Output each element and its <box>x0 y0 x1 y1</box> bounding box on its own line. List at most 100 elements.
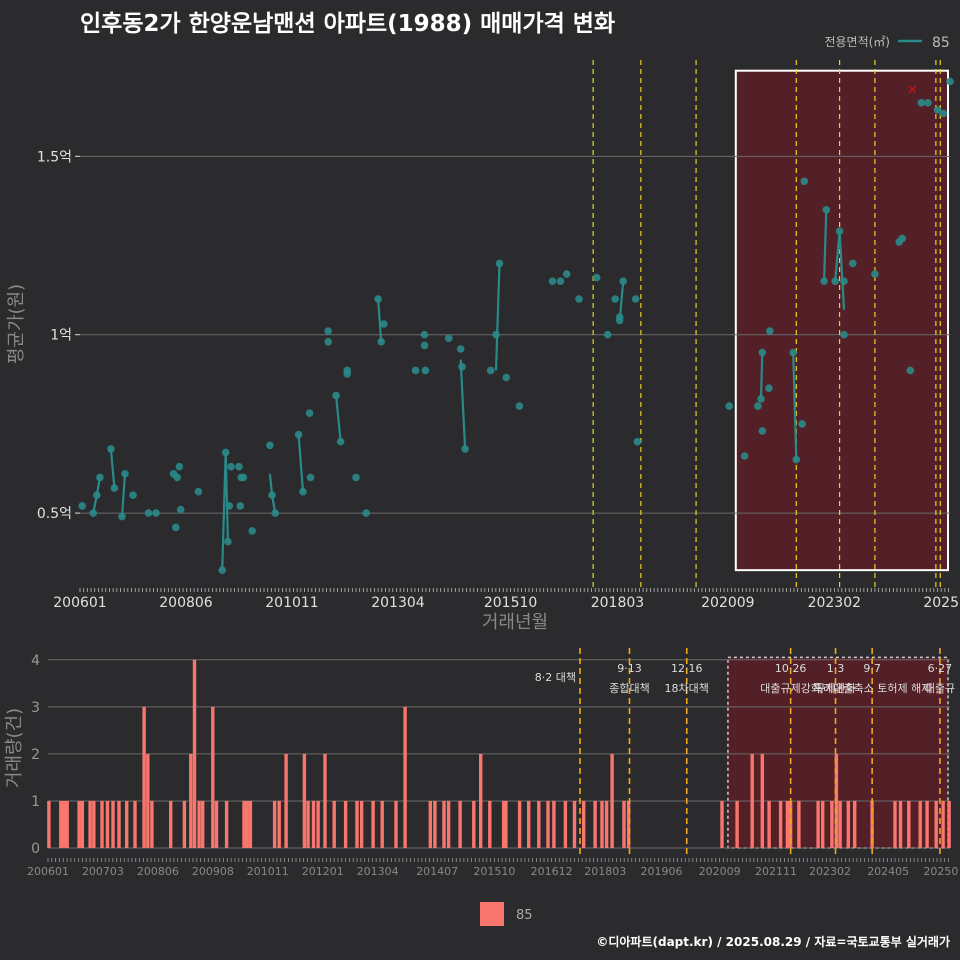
event-label: 8·2 대책 <box>535 671 576 684</box>
volume-bar <box>552 800 556 848</box>
x-axis-title: 거래년월 <box>482 612 548 633</box>
x-tick-label: 200703 <box>82 865 124 878</box>
volume-bar <box>65 800 69 848</box>
price-point <box>603 330 612 339</box>
price-point <box>227 462 235 471</box>
volume-bar <box>211 706 215 848</box>
price-point <box>917 99 926 107</box>
y-tick-label: 1억 <box>50 328 72 344</box>
price-point <box>562 270 571 278</box>
volume-bar <box>838 800 842 848</box>
volume-bar <box>284 753 288 848</box>
volume-bar <box>343 800 348 848</box>
price-point <box>461 445 469 453</box>
price-point <box>946 77 954 86</box>
price-point <box>849 259 857 268</box>
volume-bar <box>446 800 451 848</box>
price-point <box>121 470 129 478</box>
volume-bar <box>62 800 66 848</box>
x-tick-label: 2025 <box>923 595 959 611</box>
volume-bar <box>527 800 531 848</box>
volume-bar <box>626 800 631 848</box>
x-tick-label: 200806 <box>159 595 213 611</box>
volume-bar <box>582 800 586 848</box>
volume-bar <box>778 800 783 848</box>
price-point <box>411 366 420 375</box>
price-point <box>172 523 180 532</box>
volume-bar <box>501 800 506 848</box>
event-date: 6·27 <box>928 662 953 675</box>
price-point <box>592 273 601 282</box>
volume-bar <box>750 753 754 848</box>
price-point <box>835 227 844 235</box>
x-tick-label: 202405 <box>867 865 909 878</box>
price-point <box>822 206 831 214</box>
x-tick-label: 201011 <box>247 865 289 878</box>
volume-bar <box>472 800 476 848</box>
volume-bar <box>572 800 577 848</box>
volume-bar <box>918 800 922 848</box>
volume-bar <box>735 800 739 848</box>
volume-bar <box>100 800 104 848</box>
price-point <box>377 338 386 346</box>
price-segment <box>335 395 342 442</box>
volume-bar <box>355 800 359 848</box>
volume-bar <box>197 800 201 848</box>
event-date: 10·26 <box>775 662 807 675</box>
price-point <box>299 487 307 496</box>
price-point <box>456 345 465 353</box>
price-point <box>175 462 184 471</box>
volume-bar <box>150 800 154 848</box>
event-name: 종합대책 <box>609 682 649 695</box>
x-tick-label: 202111 <box>755 865 797 878</box>
price-point <box>766 327 774 335</box>
volume-bar <box>133 800 137 848</box>
event-name: 18차대책 <box>665 682 709 695</box>
volume-bar <box>306 800 310 848</box>
legend-title: 전용면적(㎡) <box>824 35 890 49</box>
price-segment <box>792 352 798 460</box>
price-point <box>924 99 932 107</box>
volume-bar <box>47 800 51 848</box>
x-tick-label: 202009 <box>701 595 754 611</box>
volume-bar <box>537 800 541 848</box>
volume-bar <box>479 753 483 848</box>
price-point <box>294 430 303 439</box>
price-point <box>820 277 828 286</box>
volume-bar <box>92 800 96 848</box>
x-tick-label: 200601 <box>27 865 69 878</box>
volume-bar <box>125 800 129 848</box>
volume-bar <box>546 800 550 848</box>
volume-bar <box>146 753 150 848</box>
volume-bar <box>821 800 825 848</box>
x-tick-label: 201304 <box>371 595 425 611</box>
price-point <box>556 277 565 286</box>
x-tick-label: 201011 <box>265 595 318 611</box>
x-tick-label: 20250 <box>923 865 958 878</box>
price-point <box>332 391 340 400</box>
x-tick-label: 201407 <box>416 865 458 878</box>
volume-bar <box>767 800 771 848</box>
legend-label: 85 <box>516 908 533 923</box>
volume-bar <box>433 800 437 848</box>
price-point <box>173 473 181 482</box>
volume-bar <box>907 800 911 848</box>
price-point <box>129 491 137 500</box>
y-tick-label: 2 <box>31 747 40 763</box>
price-point <box>792 455 801 464</box>
price-point <box>486 366 495 375</box>
price-point <box>96 473 104 482</box>
volume-bar <box>610 753 614 848</box>
price-point <box>305 409 314 418</box>
price-point <box>144 509 153 517</box>
price-point <box>89 509 97 517</box>
x-tick-label: 200908 <box>192 865 234 878</box>
volume-bar <box>816 800 820 848</box>
price-point <box>266 441 274 450</box>
x-tick-label: 201803 <box>591 595 644 611</box>
price-point <box>758 427 767 435</box>
x-tick-label: 201906 <box>641 865 683 878</box>
price-point <box>754 402 762 410</box>
volume-bar <box>245 800 249 848</box>
